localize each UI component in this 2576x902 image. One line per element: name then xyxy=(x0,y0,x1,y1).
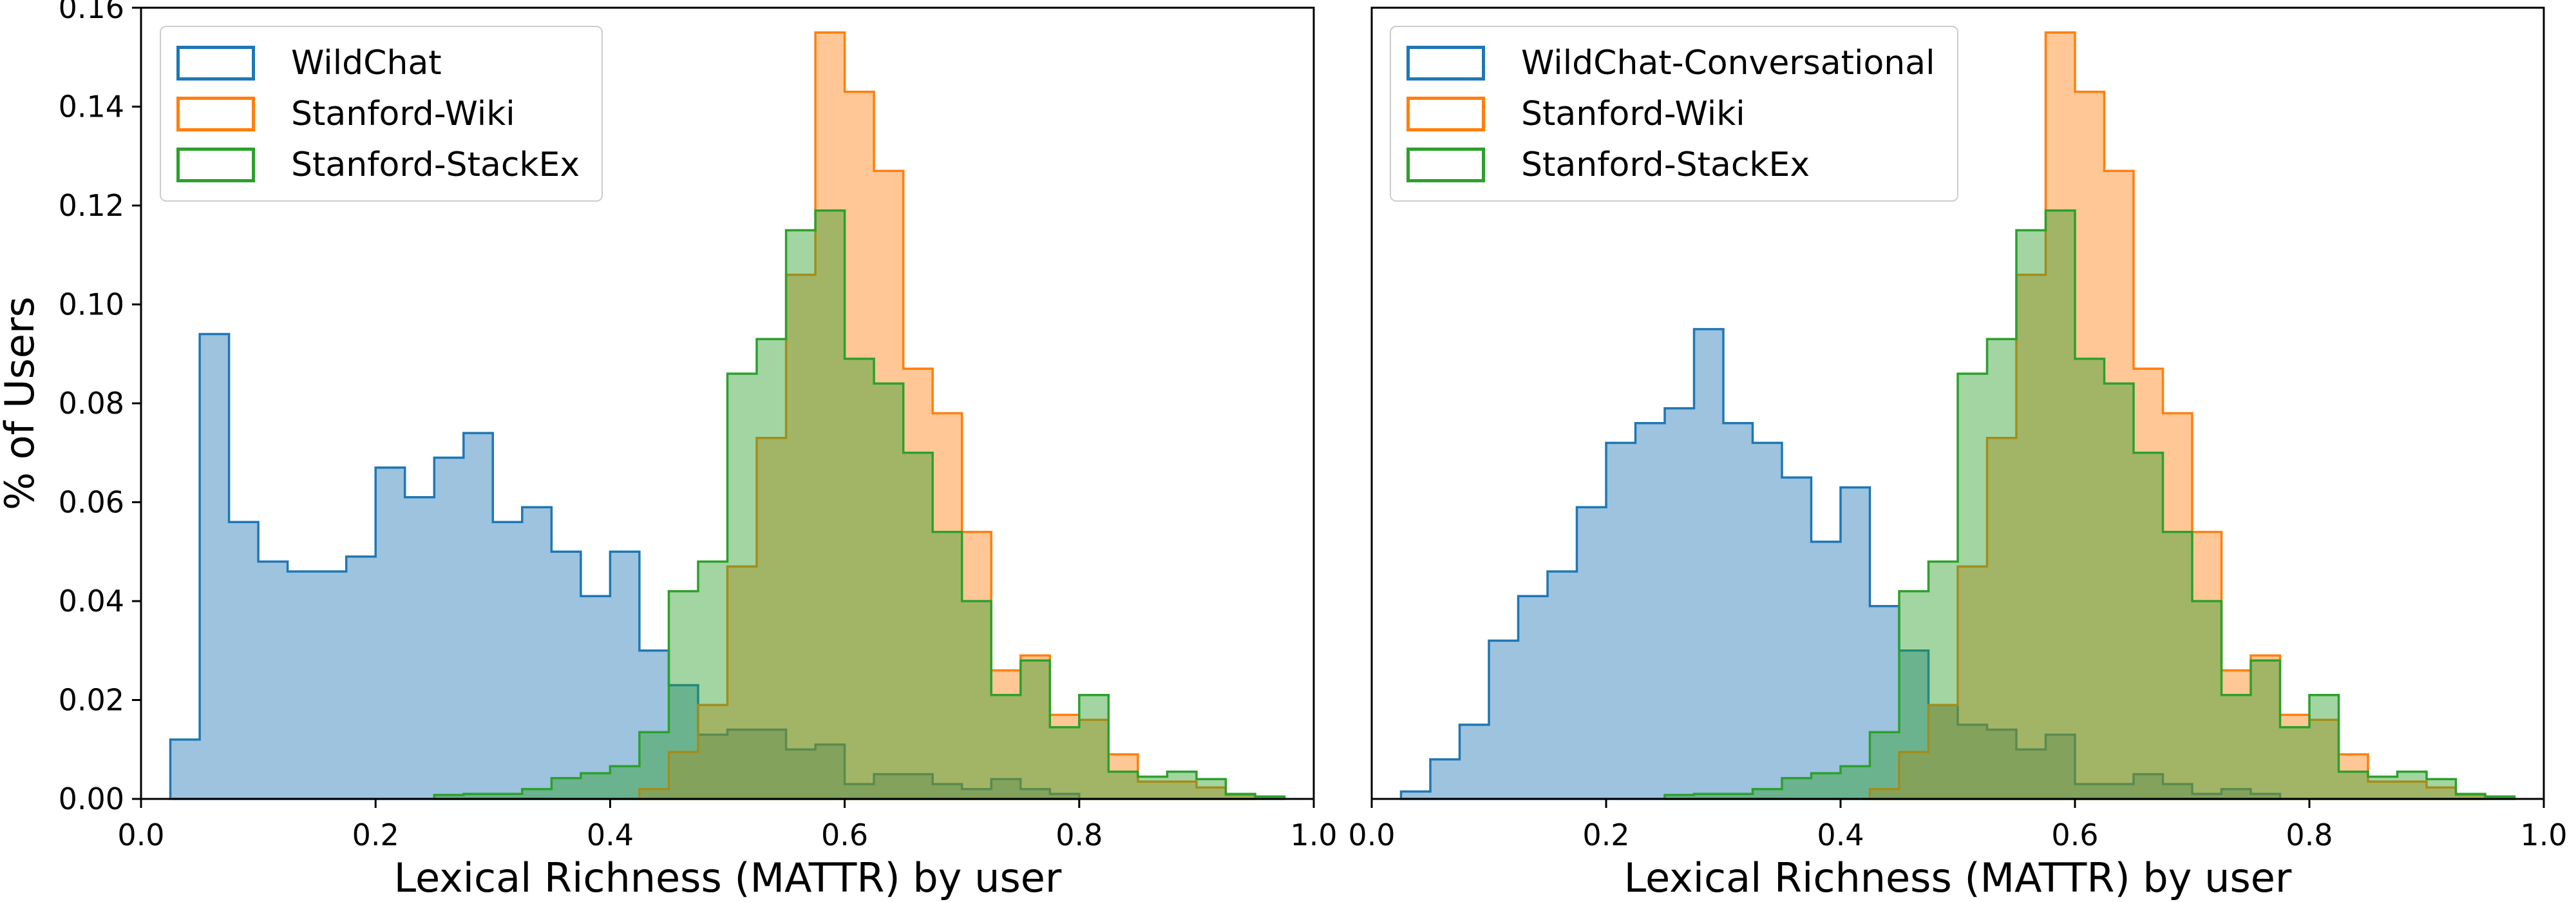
legend-swatch-icon xyxy=(176,96,255,131)
legend-label: WildChat xyxy=(291,43,442,82)
x-tick-label: 0.6 xyxy=(2051,818,2098,852)
legend-item: Stanford-StackEx xyxy=(176,139,580,190)
x-tick-label: 0.4 xyxy=(587,818,634,852)
legend-label: Stanford-Wiki xyxy=(291,94,515,133)
x-tick-label: 0.4 xyxy=(1817,818,1864,852)
x-tick-label: 1.0 xyxy=(1290,818,1337,852)
y-tick-label: 0.10 xyxy=(59,287,124,322)
legend-left: WildChat Stanford-Wiki Stanford-StackEx xyxy=(160,26,603,202)
legend-swatch-icon xyxy=(176,45,255,81)
x-tick-label: 0.8 xyxy=(1056,818,1103,852)
legend-item: Stanford-Wiki xyxy=(176,88,580,139)
y-tick-label: 0.14 xyxy=(59,90,124,124)
x-tick-label: 0.2 xyxy=(352,818,399,852)
hist-series-stanford-wiki xyxy=(1868,31,2486,800)
y-tick-label: 0.04 xyxy=(59,584,124,619)
plot-areas: 0.0 0.2 0.4 0.6 0.8 1.0 0.00 0.02 0.04 0.06 0.08 0.… xyxy=(59,0,2568,852)
legend-label: Stanford-StackEx xyxy=(1521,145,1810,184)
hist-series-wildchat-conversational xyxy=(1399,328,2282,800)
y-axis-label: % of Users xyxy=(0,296,43,510)
x-tick-label: 1.0 xyxy=(2520,818,2567,852)
legend-item: Stanford-Wiki xyxy=(1406,88,1935,139)
y-tick-label: 0.08 xyxy=(59,386,124,421)
plot-right: 0.0 0.2 0.4 0.6 0.8 1.0 xyxy=(1348,6,2568,852)
x-axis-label-right: Lexical Richness (MATTR) by user xyxy=(1624,854,2292,901)
legend-right: WildChat-Conversational Stanford-Wiki Stan… xyxy=(1390,26,1958,202)
legend-label: WildChat-Conversational xyxy=(1521,43,1935,82)
hist-series-stanford-wiki xyxy=(638,31,1256,800)
hist-series-stanford-stackex xyxy=(1663,209,2516,800)
plot-spines xyxy=(1370,6,2545,800)
hist-series-wildchat xyxy=(169,332,1081,800)
x-tick-label: 0.6 xyxy=(821,818,868,852)
legend-label: Stanford-Wiki xyxy=(1521,94,1745,133)
x-tick-label: 0.0 xyxy=(1348,818,1395,852)
x-tick-label: 0.0 xyxy=(117,818,164,852)
legend-item: WildChat-Conversational xyxy=(1406,37,1935,88)
y-tick-label: 0.16 xyxy=(59,0,124,25)
legend-swatch-icon xyxy=(176,147,255,182)
legend-label: Stanford-StackEx xyxy=(291,145,580,184)
legend-swatch-icon xyxy=(1406,45,1485,81)
x-tick-label: 0.8 xyxy=(2286,818,2333,852)
y-tick-label: 0.12 xyxy=(59,188,124,223)
legend-item: WildChat xyxy=(176,37,580,88)
plot-left: 0.0 0.2 0.4 0.6 0.8 1.0 0.00 0.02 0.04 0.06 0.08 0.… xyxy=(59,0,1338,852)
legend-swatch-icon xyxy=(1406,147,1485,182)
y-tick-label: 0.00 xyxy=(59,782,124,816)
x-tick-label: 0.2 xyxy=(1582,818,1629,852)
y-tick-label: 0.06 xyxy=(59,485,124,520)
x-axis-label-left: Lexical Richness (MATTR) by user xyxy=(394,854,1062,901)
legend-item: Stanford-StackEx xyxy=(1406,139,1935,190)
hist-series-stanford-stackex xyxy=(433,209,1286,800)
legend-swatch-icon xyxy=(1406,96,1485,131)
y-tick-label: 0.02 xyxy=(59,683,124,718)
